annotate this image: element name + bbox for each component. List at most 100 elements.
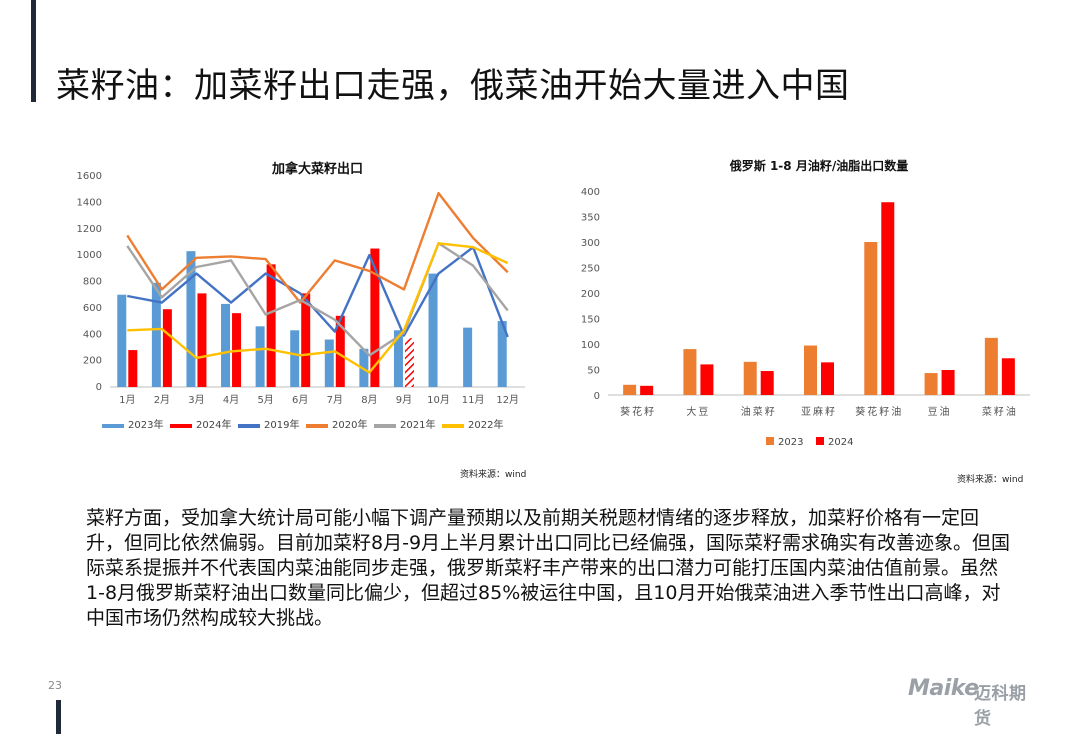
bar-2023 [186,251,196,387]
legend-swatch [170,424,192,428]
legend-label: 2022年 [468,418,503,431]
y-tick-label: 1600 [77,171,102,182]
y-tick-label: 1200 [77,224,102,235]
x-tick-label: 3月 [188,394,204,406]
x-tick-label: 8月 [361,394,377,406]
bar-2023 [117,294,127,387]
bar-2024 [335,315,345,387]
legend-swatch [442,424,464,428]
bar-2024 [301,293,311,387]
x-tick-label: 9月 [396,394,412,406]
legend-swatch [374,424,396,428]
line-2021年 [126,242,509,357]
y-tick-label: 100 [581,340,600,351]
bar-2023 [151,282,161,387]
y-tick-label: 150 [581,315,600,326]
legend-label: 2023年 [128,418,163,431]
legend-swatch [238,424,260,428]
bar-2023 [255,326,265,387]
bar-2024 [128,350,138,387]
bar-2023 [804,345,817,395]
x-tick-label: 10月 [427,394,450,406]
bar-2023 [924,373,938,395]
legend-swatch [816,437,824,445]
x-tick-label: 4月 [223,394,239,406]
x-tick-label: 7月 [327,394,343,406]
top-accent-bar [31,0,36,102]
bar-2023 [743,361,757,395]
y-tick-label: 250 [581,264,600,275]
y-tick-label: 1000 [77,250,102,261]
x-tick-label: 葵花籽 [620,405,656,418]
body-text: 菜籽方面，受加拿大统计局可能小幅下调产量预期以及前期关税题材情绪的逐步释放，加菜… [86,506,1016,631]
x-tick-label: 菜籽油 [982,405,1018,418]
y-tick-label: 400 [83,329,102,340]
bar-2024 [370,248,380,387]
x-tick-label: 1月 [119,394,135,406]
x-tick-label: 油菜籽 [741,405,777,418]
line-2022年 [127,242,509,374]
y-tick-label: 0 [96,382,102,393]
y-tick-label: 600 [83,303,102,314]
legend-label: 2020年 [332,418,367,431]
bar-2024 [640,385,654,395]
legend-swatch [766,437,774,445]
y-tick-label: 0 [594,391,600,402]
russia-oilseed-export-chart: 俄罗斯 1-8 月油籽/油脂出口数量 0 50 100 150 200 250 300 350 4… [581,158,1030,448]
y-tick-label: 800 [83,277,102,288]
x-tick-label: 6月 [292,394,308,406]
page-number: 23 [48,679,62,692]
x-tick-label: 豆油 [928,405,952,418]
y-tick-label: 350 [581,213,600,224]
canada-rapeseed-export-chart: 加拿大菜籽出口 0 200 400 600 800 1000 1200 1400 1600 1月 2月… [77,161,525,431]
legend-swatch [102,424,124,428]
canada-chart-source: 资料来源：wind [460,470,527,480]
line-2020年 [126,191,509,304]
bar-2024 [700,364,714,395]
x-tick-label: 葵花籽油 [855,405,903,418]
y-tick-label: 50 [587,366,600,377]
legend-label: 2024年 [196,418,231,431]
x-tick-label: 亚麻籽 [801,405,837,418]
chart-title: 加拿大菜籽出口 [271,161,363,177]
bar-2024 [881,202,895,395]
bottom-accent-bar [56,700,61,734]
russia-chart-source: 资料来源：wind [957,475,1024,485]
bar-2023 [984,337,998,395]
bar-2023 [864,242,878,395]
legend-swatch [306,424,328,428]
x-tick-label: 11月 [462,394,485,406]
bar-2024 [941,370,955,395]
y-tick-label: 1400 [77,197,102,208]
bar-2024 [404,338,414,387]
x-tick-label: 12月 [496,394,519,406]
legend-label: 2023 [778,437,803,448]
logo-chinese-name: 迈科期货 [974,684,1027,729]
bar-2024 [1001,358,1015,395]
line-2019年 [127,246,509,338]
chart-title: 俄罗斯 1-8 月油籽/油脂出口数量 [729,158,908,173]
bar-2024 [760,371,774,395]
bar-2023 [290,330,300,387]
bar-2023 [221,303,231,387]
y-tick-label: 200 [83,356,102,367]
bar-2024 [266,264,276,387]
bar-2023 [324,339,334,387]
bar-2023 [683,349,697,395]
logo-wordmark: Maike [908,676,979,701]
y-tick-label: 300 [581,238,600,249]
slide-title: 菜籽油：加菜籽出口走强，俄菜油开始大量进入中国 [56,66,850,106]
bar-2024 [197,293,207,387]
bar-2024 [821,362,834,395]
x-tick-label: 5月 [257,394,273,406]
y-tick-label: 400 [581,187,600,198]
bar-2023 [497,321,507,387]
bar-2023 [623,384,637,395]
y-tick-label: 200 [581,289,600,300]
legend-label: 2019年 [264,418,299,431]
x-tick-label: 大豆 [686,405,710,418]
legend-label: 2021年 [400,418,435,431]
x-tick-label: 2月 [154,394,170,406]
bar-2023 [428,273,438,387]
bar-2023 [463,327,473,387]
